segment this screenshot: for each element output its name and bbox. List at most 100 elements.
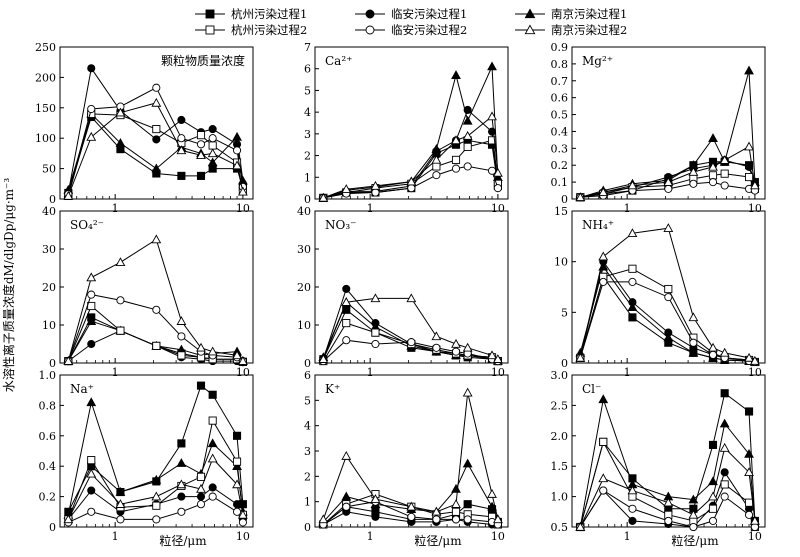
data-point: [342, 319, 351, 328]
data-point: [487, 350, 497, 360]
x-tick-label: 1: [112, 366, 119, 379]
legend-entry: 杭州污染过程2: [195, 23, 307, 37]
data-point: [341, 184, 352, 193]
y-tick-label: 0.7: [551, 75, 569, 88]
data-point: [86, 131, 97, 141]
data-point: [688, 166, 699, 176]
legend: 杭州污染过程1 临安污染过程1 南京污染过程1 杭州污染过程2 临安污染过程2 南京污染过…: [195, 7, 627, 37]
data-point: [575, 352, 586, 362]
data-point: [232, 131, 242, 141]
data-point: [708, 171, 718, 180]
data-point: [86, 397, 97, 407]
data-point: [371, 328, 380, 337]
y-tick-label: 1: [304, 496, 311, 509]
y-tick-label: 3.0: [551, 369, 569, 382]
data-point: [492, 167, 503, 177]
data-point: [487, 111, 497, 121]
y-tick-label: 0.5: [551, 109, 569, 122]
data-point: [176, 479, 187, 489]
data-point: [176, 145, 187, 155]
data-point: [688, 509, 699, 519]
y-tick-label: 0.1: [551, 176, 569, 189]
data-point: [152, 341, 161, 350]
data-point: [86, 316, 97, 325]
data-point: [152, 125, 161, 134]
data-point: [627, 228, 638, 238]
data-point: [63, 514, 74, 524]
legend-entry: 南京污染过程2: [515, 23, 627, 37]
data-point: [628, 264, 637, 273]
y-tick-label: 2.5: [551, 399, 569, 412]
x-tick-label: 10: [236, 202, 250, 215]
data-point: [451, 338, 461, 348]
data-point: [86, 272, 97, 282]
data-point: [598, 473, 609, 483]
data-point: [196, 483, 206, 493]
data-point: [232, 500, 242, 509]
data-point: [196, 171, 206, 180]
data-point: [116, 515, 125, 524]
y-tick-label: 4: [304, 106, 311, 119]
data-point: [744, 498, 754, 507]
data-point: [342, 284, 351, 293]
data-point: [370, 293, 381, 303]
y-tick-label: 10: [297, 319, 311, 332]
data-point: [598, 187, 609, 197]
data-point: [232, 507, 242, 516]
data-point: [238, 518, 247, 527]
data-point: [177, 115, 186, 125]
x-tick-label: 1: [367, 202, 374, 215]
data-point: [451, 499, 461, 508]
y-tick-label: 0.4: [551, 125, 569, 138]
data-point: [232, 431, 242, 440]
data-point: [371, 339, 380, 349]
y-tick-label: 2: [304, 150, 311, 163]
x-tick-label: 1: [624, 530, 631, 543]
y-tick-label: 7: [304, 41, 311, 54]
legend-label: 南京污染过程2: [551, 23, 627, 37]
data-point: [487, 501, 497, 511]
y-tick-label: 0.2: [39, 491, 57, 504]
data-point: [208, 416, 217, 425]
data-point: [208, 390, 217, 399]
y-tick-label: 6: [304, 369, 311, 382]
data-point: [370, 180, 381, 190]
y-tick-label: 1.5: [551, 460, 569, 473]
x-tick-label: 10: [491, 530, 505, 543]
legend-marker: [365, 25, 375, 35]
panel-title: Na⁺: [70, 382, 94, 396]
data-point: [196, 140, 206, 149]
data-point: [177, 492, 186, 501]
data-point: [87, 456, 96, 465]
data-point: [87, 339, 96, 349]
x-tick-label: 1: [624, 202, 631, 215]
y-tick-label: 0.8: [39, 399, 57, 412]
data-point: [177, 507, 186, 516]
data-point: [689, 522, 698, 532]
data-point: [115, 107, 126, 117]
data-point: [628, 313, 637, 322]
y-tick-label: 0: [49, 193, 56, 206]
data-point: [749, 355, 760, 365]
data-point: [451, 347, 461, 356]
data-point: [407, 338, 416, 347]
data-point: [232, 350, 242, 360]
data-point: [431, 154, 442, 164]
series: [64, 83, 247, 199]
data-point: [431, 331, 442, 341]
panel-title: NH₄⁺: [582, 218, 614, 232]
data-point: [451, 507, 461, 516]
data-point: [463, 162, 472, 171]
data-point: [627, 485, 638, 495]
y-tick-label: 2: [304, 470, 311, 483]
series: [575, 223, 760, 365]
data-point: [196, 500, 206, 509]
panel-title: Cl⁻: [582, 382, 601, 396]
data-point: [63, 356, 74, 365]
y-tick-label: 10: [42, 319, 56, 332]
data-point: [208, 483, 217, 492]
y-tick-label: 4: [304, 420, 311, 433]
data-point: [451, 515, 461, 524]
y-tick-label: 15: [554, 205, 568, 218]
